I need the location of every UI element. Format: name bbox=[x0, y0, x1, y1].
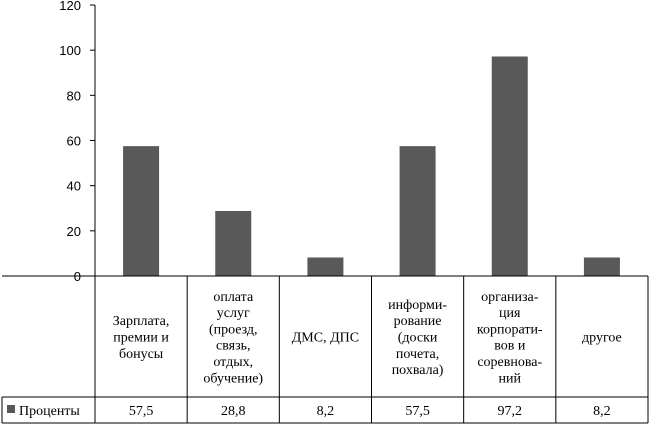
category-label-line: бонусы bbox=[119, 347, 164, 362]
category-label-line: отдых, bbox=[213, 355, 253, 370]
category-label: другое bbox=[582, 331, 622, 346]
category-label-line: другое bbox=[582, 331, 622, 346]
category-label-line: похвала) bbox=[392, 363, 444, 378]
legend: Проценты bbox=[7, 404, 80, 419]
category-label-line: информи- bbox=[388, 298, 447, 313]
category-label-line: ний bbox=[499, 371, 522, 386]
category-labels: Зарплата, премии и бонусы оплата услуг (проез… bbox=[113, 290, 622, 387]
category-label-line: вов и bbox=[494, 339, 526, 354]
bar bbox=[307, 257, 344, 276]
y-tick-label: 60 bbox=[67, 134, 81, 149]
legend-swatch bbox=[7, 405, 15, 413]
category-label-line: организа- bbox=[481, 290, 539, 305]
y-tick-label: 20 bbox=[67, 224, 81, 239]
category-label: информи-рование (доски почета, похвала) bbox=[388, 298, 447, 378]
category-label-line: (проезд, bbox=[209, 322, 258, 337]
category-label-line: связь, bbox=[216, 339, 251, 354]
category-label-line: рование bbox=[394, 314, 442, 329]
category-label-line: обучение) bbox=[203, 371, 263, 386]
y-tick-label: 40 bbox=[67, 179, 81, 194]
value-labels: 57,5 28,8 8,2 57,5 97,2 8,2 bbox=[129, 404, 611, 419]
bar bbox=[583, 257, 620, 276]
bar bbox=[123, 146, 160, 276]
category-label-line: Зарплата, bbox=[113, 314, 170, 329]
bars bbox=[123, 56, 620, 276]
y-axis-ticks: 020406080100120 bbox=[59, 0, 96, 284]
value-label: 97,2 bbox=[498, 404, 523, 419]
y-tick-label: 100 bbox=[59, 43, 81, 58]
value-label: 28,8 bbox=[221, 404, 246, 419]
category-label: оплата услуг (проезд, связь, отдых, обучение) bbox=[203, 290, 263, 387]
value-label: 57,5 bbox=[129, 404, 154, 419]
category-label-line: (доски bbox=[398, 331, 438, 346]
category-label-line: ция bbox=[499, 306, 521, 321]
category-label-line: почета, bbox=[396, 347, 439, 362]
legend-label: Проценты bbox=[19, 404, 80, 419]
y-tick-label: 80 bbox=[67, 88, 81, 103]
y-tick-label: 120 bbox=[59, 0, 81, 13]
bar bbox=[399, 146, 436, 276]
value-label: 57,5 bbox=[405, 404, 430, 419]
bar bbox=[491, 56, 528, 276]
category-label-line: корпорати- bbox=[477, 322, 543, 337]
value-label: 8,2 bbox=[317, 404, 335, 419]
category-label: Зарплата, премии и бонусы bbox=[113, 314, 170, 362]
category-label: ДМС, ДПС bbox=[292, 331, 359, 346]
category-label-line: оплата bbox=[213, 290, 254, 305]
category-label-line: ДМС, ДПС bbox=[292, 331, 359, 346]
category-label-line: премии и bbox=[113, 331, 169, 346]
category-label-line: соревнова- bbox=[477, 355, 542, 370]
data-table bbox=[1, 275, 649, 424]
category-label: организа-ция корпорати-вов и соревнова-ний bbox=[477, 290, 543, 387]
category-label-line: услуг bbox=[217, 306, 250, 321]
bar bbox=[215, 210, 252, 276]
value-label: 8,2 bbox=[593, 404, 611, 419]
